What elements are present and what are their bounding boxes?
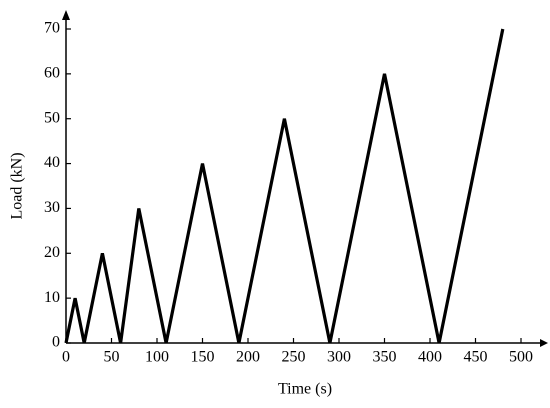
x-axis-label: Time (s) — [278, 381, 332, 398]
x-tick-label: 450 — [464, 349, 488, 366]
x-tick-label: 100 — [145, 349, 169, 366]
y-tick-label: 20 — [44, 244, 60, 261]
y-tick-label: 30 — [44, 199, 60, 216]
x-tick-label: 500 — [509, 349, 533, 366]
x-tick-label: 350 — [373, 349, 397, 366]
x-tick-label: 400 — [418, 349, 442, 366]
x-tick-label: 0 — [62, 349, 70, 366]
x-tick-label: 250 — [282, 349, 306, 366]
y-tick-label: 0 — [52, 334, 60, 351]
x-tick-label: 150 — [191, 349, 215, 366]
y-axis-arrow — [62, 10, 70, 20]
y-tick-label: 60 — [44, 65, 60, 82]
y-tick-label: 50 — [44, 109, 60, 126]
x-tick-label: 300 — [327, 349, 351, 366]
y-tick-label: 40 — [44, 154, 60, 171]
x-axis-arrow — [540, 339, 548, 347]
y-tick-label: 10 — [44, 289, 60, 306]
data-line — [64, 28, 505, 344]
x-tick-label: 50 — [104, 349, 120, 366]
y-axis-label: Load (kN) — [9, 152, 26, 219]
y-tick-label: 70 — [44, 20, 60, 37]
x-tick-label: 200 — [236, 349, 260, 366]
